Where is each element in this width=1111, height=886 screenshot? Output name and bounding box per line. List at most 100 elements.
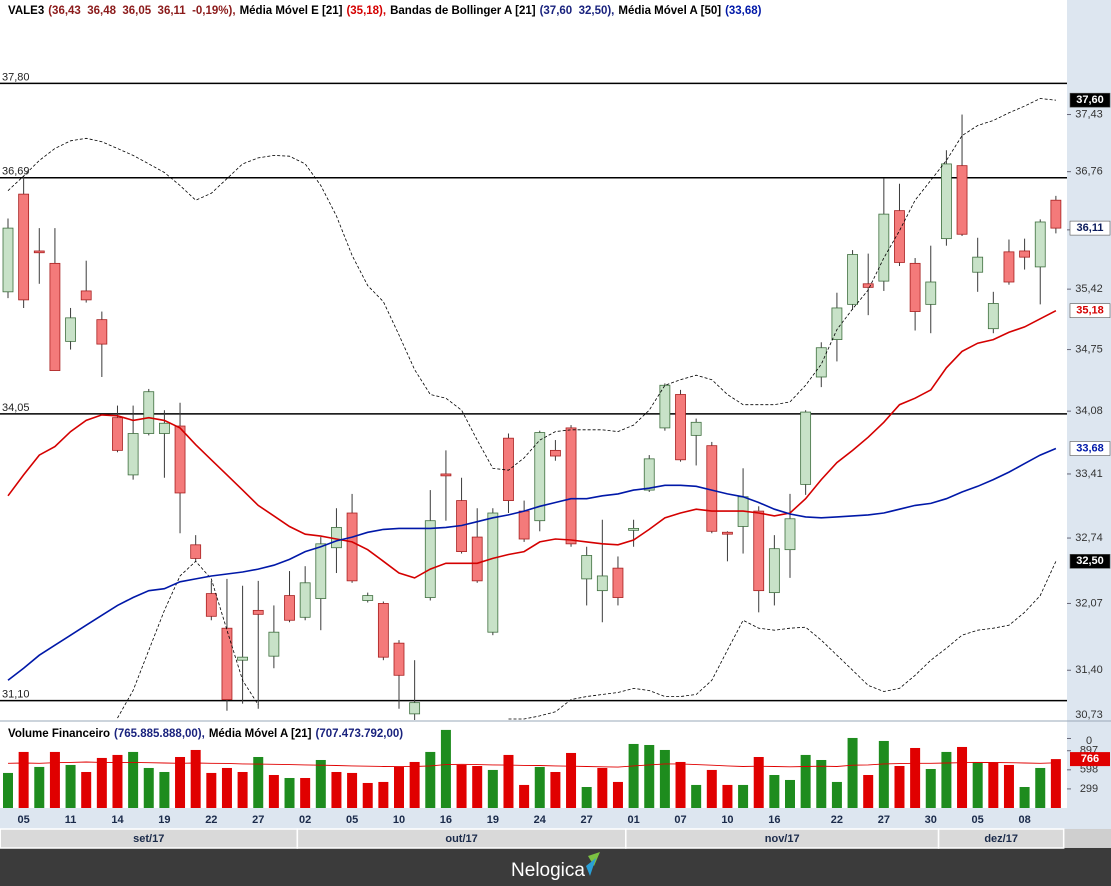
month-box [937,828,1065,849]
x-tick-label: 30 [925,814,937,826]
candle-body [346,512,358,582]
candle-body [831,307,843,340]
candle-body [158,422,170,434]
volume-bar [237,771,248,808]
volume-bar [800,754,811,808]
candle-body [800,411,812,485]
volume-bar [300,777,311,808]
volume-bar [519,784,530,808]
y-tick-label: 30,73 [1075,709,1103,721]
candle-body [628,527,639,531]
volume-bar [143,767,154,808]
candle-body [815,347,827,378]
volume-bar [1019,786,1030,808]
candle-body [252,609,264,615]
x-tick-label: 05 [346,814,358,826]
volume-bar [253,756,264,808]
x-tick-label: 24 [534,814,547,826]
x-tick-label: 16 [440,814,452,826]
legend-value: (36,43 36,48 36,05 36,11 -0,19%), [48,5,235,17]
candle-body [1050,199,1062,229]
right-axis-strip [1067,0,1111,808]
horizontal-line-label: 34,05 [2,402,30,414]
volume-bar [753,756,764,808]
candle-body [1034,221,1046,268]
candle-body [409,702,421,715]
volume-bar [863,774,874,808]
y-tick-label: 37,43 [1075,108,1103,120]
x-tick-label: 05 [18,814,30,826]
price-badge [1069,441,1111,456]
x-tick-label: 22 [205,814,217,826]
candle-body [878,213,890,282]
candle-body [237,656,249,661]
footer-bar [0,848,1111,886]
x-tick-label: 10 [721,814,733,826]
month-label: nov/17 [765,833,800,845]
candle-body [18,193,30,301]
legend-name: Bandas de Bollinger A [21] [390,5,536,17]
month-label: out/17 [445,833,477,845]
y-tick-label: 35,42 [1075,283,1103,295]
y-tick-label: 33,41 [1075,468,1103,480]
candle-body [612,567,624,598]
brand-logo [586,858,596,876]
x-tick-label: 10 [393,814,405,826]
volume-bar [1035,767,1046,808]
x-tick-label: 27 [581,814,593,826]
candle-body [596,575,608,592]
moving-average [7,309,1057,579]
volume-bar [612,781,623,808]
candle-body [534,432,546,522]
legend-value: (765.885.888,00), [114,728,205,740]
price-badge-label: 33,68 [1076,442,1104,454]
volume-bar [972,761,983,808]
volume-badge [1070,752,1110,767]
volume-bar [221,767,232,808]
volume-bar [456,764,467,808]
volume-bar [1050,759,1061,808]
volume-bar [894,765,905,808]
candle-body [487,512,499,633]
volume-bar [65,764,76,808]
volume-bar [159,771,170,808]
legend: VALE3 (36,43 36,48 36,05 36,11 -0,19%), Mé… [8,5,762,17]
volume-bar [112,754,123,808]
candle-body [909,262,921,312]
x-tick-label: 07 [674,814,686,826]
legend-value: (35,18), [346,5,386,17]
x-tick-label: 08 [1018,814,1030,826]
candle-body [80,290,92,301]
candle-body [1003,251,1015,283]
candle-body [768,548,780,594]
volume-bar [425,751,436,808]
candle-body [49,262,61,371]
volume-bar [925,768,936,808]
candle-body [847,254,858,305]
volume-bar [644,744,655,808]
candle-body [127,433,139,476]
legend-name: Média Móvel A [21] [209,728,312,740]
volume-badge-label: 766 [1081,753,1099,765]
candle-body [440,473,452,477]
volume-bar [738,784,749,808]
volume-bar [878,740,889,808]
candle-body [581,555,593,580]
candle-body [518,510,530,540]
volume-bar [175,756,186,808]
volume-bar [503,754,514,808]
x-tick-label: 01 [627,814,639,826]
volume-bar [847,737,858,808]
y-axis-top-label: 0 [1086,735,1092,747]
legend-symbol: VALE3 [8,5,44,17]
legend-name: Média Móvel A [50] [618,5,721,17]
candle-body [753,510,765,592]
volume-bar [831,781,842,808]
volume-bar [81,771,92,808]
volume-bar [957,746,968,808]
x-tick-label: 19 [487,814,499,826]
volume-bar [3,772,13,808]
volume-bar [347,772,358,808]
candle-body [1019,250,1030,258]
